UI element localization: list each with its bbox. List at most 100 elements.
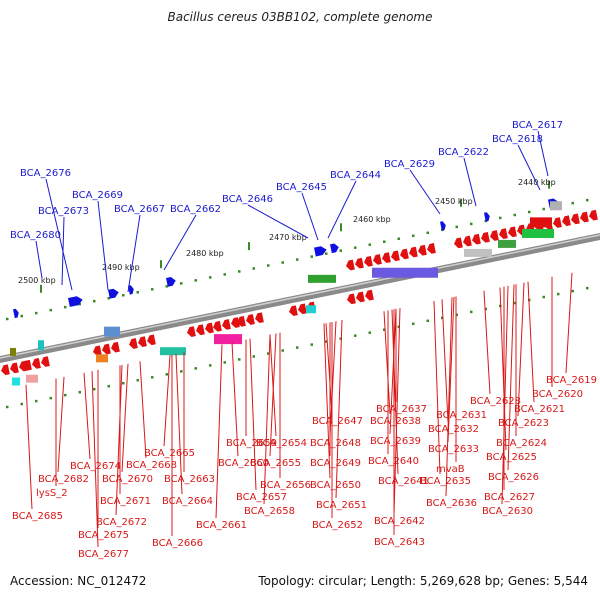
bottom-gene-label: BCA_2631 [436,410,487,421]
bottom-label-connector [335,319,343,499]
top-label-connector [409,169,441,215]
top-label-connector [463,157,477,207]
reverse-gene [364,255,373,267]
scale-tick [151,376,154,379]
bottom-label-connector [115,364,123,516]
top-gene-label: BCA_2662 [170,204,221,215]
reverse-gene [255,312,264,324]
reverse-gene [32,358,41,369]
bottom-gene-label: BCA_2633 [428,444,479,455]
forward-gene [329,243,339,254]
forward-gene [68,296,83,307]
scale-tick [412,234,415,238]
scale-tick [470,222,473,226]
scale-tick [35,311,38,315]
reverse-gene [553,217,562,228]
scale-tick [194,367,197,370]
scale-tick [238,270,241,273]
reverse-gene [356,291,365,303]
forward-gene [13,308,19,319]
bottom-gene-label: BCA_2620 [532,389,583,400]
bottom-label-connector [25,384,33,510]
scale-tick [93,387,96,391]
scale-major-tick [160,260,162,269]
reverse-gene [391,250,400,262]
scale-tick [484,307,487,311]
scale-tick [499,216,502,220]
scale-major-tick [548,180,550,189]
bottom-label-connector [215,344,223,519]
bottom-gene-label: BCA_2650 [310,480,361,491]
top-label-connector [163,214,197,271]
scale-tick [252,267,255,270]
reverse-gene [246,314,255,325]
bottom-gene-label: BCA_2663 [164,474,215,485]
scale-tick [180,282,183,285]
misc-feature-block [160,347,186,356]
scale-tick [339,249,342,252]
reverse-gene [298,303,307,315]
reverse-gene [499,228,508,239]
top-label-connector [35,240,43,279]
bottom-label-lines [25,272,573,548]
scale-tick [513,301,516,305]
top-label-connector [517,144,541,191]
scale-tick [238,358,241,361]
bottom-gene-label: BCA_2635 [420,476,471,487]
top-gene-label: BCA_2646 [222,194,273,205]
bottom-gene-label: BCA_2647 [312,416,363,427]
reverse-gene [102,343,111,355]
scale-tick [136,379,139,382]
reverse-gene [222,319,231,330]
bottom-gene-label: BCA_2648 [310,438,361,449]
reverse-gene [490,230,499,241]
bottom-gene-label: BCA_2674 [70,461,121,472]
scale-tick [397,325,400,329]
bottom-gene-label: lysS_2 [36,488,68,499]
bottom-gene-label: BCA_2630 [482,506,533,517]
scale-ticks [6,180,589,409]
bottom-label-connector [163,355,171,447]
scale-tick [542,295,545,299]
bottom-label-connector [565,272,573,374]
misc-feature-block [12,377,20,386]
misc-feature-block [96,354,108,363]
scale-tick [368,243,371,246]
bottom-gene-label: BCA_2671 [100,496,151,507]
scale-tick [281,261,284,264]
reverse-gene [205,322,214,334]
top-gene-label: BCA_2622 [438,147,489,158]
forward-gene [165,276,176,287]
genome-backbone [0,233,600,363]
scale-tick [441,316,444,320]
scale-label: 2500 kbp [18,276,56,285]
scale-tick [296,258,299,261]
bottom-gene-label: BCA_2682 [38,474,89,485]
reverse-gene [196,324,205,336]
scale-label: 2470 kbp [269,233,307,242]
forward-gene [439,221,446,231]
bottom-label-connector [175,353,183,495]
top-gene-label: BCA_2645 [276,182,327,193]
top-label-connector [301,192,319,241]
bottom-label-connector [249,338,257,491]
bottom-label-connector [501,285,509,505]
bottom-label-connector [441,299,449,423]
scale-major-tick [40,284,42,293]
genome-summary-text: Topology: circular; Length: 5,269,628 bp… [258,574,588,588]
scale-tick [296,346,299,349]
bottom-gene-label: BCA_2685 [12,511,63,522]
bottom-gene-label: BCA_2665 [144,448,195,459]
reverse-gene [508,226,517,238]
scale-tick [122,381,125,385]
bottom-label-connector [139,361,147,459]
scale-tick [397,237,400,241]
reverse-gene [580,211,589,223]
scale-tick [281,349,284,352]
scale-tick [470,310,473,314]
reverse-gene [400,248,409,260]
scale-tick [571,201,574,205]
bottom-gene-label: BCA_2675 [78,530,129,541]
reverse-gene [427,243,436,254]
gene-cluster-block [372,267,438,278]
